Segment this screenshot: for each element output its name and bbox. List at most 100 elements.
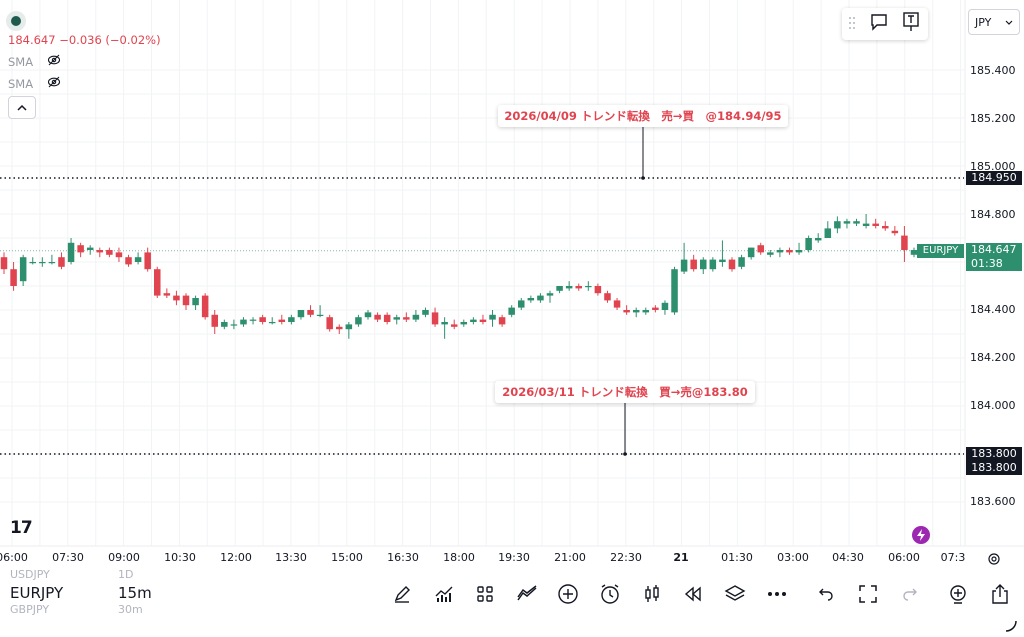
candle-down xyxy=(374,314,381,320)
candle-up xyxy=(230,324,238,326)
add-alert-icon[interactable] xyxy=(946,582,970,606)
bottom-toolbar xyxy=(0,572,1024,637)
templates-icon[interactable] xyxy=(473,582,497,606)
candle-down xyxy=(403,317,410,320)
indicator-sma-2[interactable]: SMA xyxy=(8,75,61,92)
time-tick-day: 21 xyxy=(673,551,689,564)
speech-bubble-icon[interactable] xyxy=(870,13,888,35)
collapse-legend-button[interactable] xyxy=(8,96,36,119)
candle-up xyxy=(671,269,678,313)
candle-up xyxy=(585,286,592,288)
candle-down xyxy=(891,230,899,234)
candle-up xyxy=(527,298,535,301)
more-icon[interactable] xyxy=(765,582,789,606)
axis-settings-icon[interactable] xyxy=(987,551,1001,570)
fullscreen-icon[interactable] xyxy=(856,582,880,606)
candle-up xyxy=(221,322,228,327)
time-tick: 19:30 xyxy=(498,551,530,564)
candle-up xyxy=(824,228,832,238)
candle-down xyxy=(872,223,879,226)
time-tick: 22:30 xyxy=(610,551,642,564)
layers-icon[interactable] xyxy=(723,582,747,606)
bar-countdown: 01:38 xyxy=(971,257,1003,270)
candle-up xyxy=(910,250,918,255)
candle-up xyxy=(719,259,726,262)
indicators-icon[interactable] xyxy=(432,582,456,606)
text-pin-icon[interactable] xyxy=(902,12,920,36)
time-tick: 01:30 xyxy=(721,551,753,564)
candle-up xyxy=(680,259,688,272)
lightning-icon[interactable] xyxy=(912,526,930,544)
candle-down xyxy=(326,317,333,330)
candle-up xyxy=(364,312,372,318)
pencil-icon[interactable] xyxy=(390,582,414,606)
candle-down xyxy=(594,286,602,294)
indicator-sma-1[interactable]: SMA xyxy=(8,53,61,70)
currency-label: JPY xyxy=(975,15,992,29)
tradingview-logo[interactable]: 17 xyxy=(10,518,33,538)
eye-off-icon[interactable] xyxy=(47,53,61,70)
plus-circle-icon[interactable] xyxy=(556,582,580,606)
currency-select[interactable]: JPY xyxy=(968,9,1020,35)
interval-option-above[interactable]: 1D xyxy=(118,568,134,581)
candle-up xyxy=(355,317,362,325)
time-tick: 18:00 xyxy=(443,551,475,564)
resize-handle-icon[interactable] xyxy=(1004,618,1018,637)
candle-down xyxy=(728,259,736,270)
candle-up xyxy=(767,252,774,255)
annotation-trend-reversal-upper[interactable]: 2026/04/09 トレンド転換 売→買 @184.94/95 xyxy=(498,105,788,127)
price-tick: 184.000 xyxy=(970,399,1016,412)
time-tick: 03:00 xyxy=(777,551,809,564)
symbol-current[interactable]: EURJPY xyxy=(10,584,64,602)
candle-down xyxy=(604,293,611,301)
time-tick: 10:30 xyxy=(164,551,196,564)
candle-up xyxy=(853,221,860,224)
compare-icon[interactable] xyxy=(515,582,539,606)
eye-off-icon[interactable] xyxy=(47,75,61,92)
replay-icon[interactable] xyxy=(681,582,705,606)
share-icon[interactable] xyxy=(988,582,1012,606)
annotation-anchor xyxy=(641,176,645,180)
alarm-icon[interactable] xyxy=(598,582,622,606)
drag-handle-icon[interactable] xyxy=(849,15,855,34)
undo-icon[interactable] xyxy=(814,582,838,606)
candle-up xyxy=(19,257,27,282)
level-price-tag-upper: 184.950 xyxy=(966,171,1022,185)
redo-icon[interactable] xyxy=(898,582,922,606)
candle-up xyxy=(518,300,525,308)
candle-up xyxy=(537,295,544,301)
price-tick: 183.600 xyxy=(970,495,1016,508)
candle-down xyxy=(125,257,132,265)
candle-up xyxy=(412,314,420,320)
annotation-trend-reversal-lower[interactable]: 2026/03/11 トレンド転換 買→売@183.80 xyxy=(495,381,755,403)
candle-down xyxy=(575,286,582,289)
candle-up xyxy=(48,262,56,264)
candle-down xyxy=(882,226,889,229)
candle-down xyxy=(336,326,343,330)
time-tick: 09:00 xyxy=(108,551,140,564)
symbol-option-above[interactable]: USDJPY xyxy=(10,568,50,581)
candle-up xyxy=(795,250,803,253)
candles-icon[interactable] xyxy=(640,582,664,606)
candle-down xyxy=(652,307,659,310)
indicator-label: SMA xyxy=(8,54,34,69)
candle-up xyxy=(86,247,94,250)
candle-down xyxy=(690,259,697,270)
candle-down xyxy=(901,235,908,250)
candle-up xyxy=(192,298,199,306)
candle-down xyxy=(96,250,104,253)
price-tick: 185.200 xyxy=(970,112,1016,125)
candle-up xyxy=(661,302,669,310)
time-tick: 15:00 xyxy=(331,551,363,564)
price-tick: 184.800 xyxy=(970,208,1016,221)
indicator-label: SMA xyxy=(8,76,34,91)
interval-current[interactable]: 15m xyxy=(118,584,152,602)
interval-option-below[interactable]: 30m xyxy=(118,603,143,616)
candle-up xyxy=(489,314,496,320)
candle-up xyxy=(288,317,295,322)
candle-down xyxy=(757,245,764,253)
candle-up xyxy=(441,322,448,325)
candle-up xyxy=(747,247,755,258)
symbol-option-below[interactable]: GBPJPY xyxy=(10,603,50,616)
